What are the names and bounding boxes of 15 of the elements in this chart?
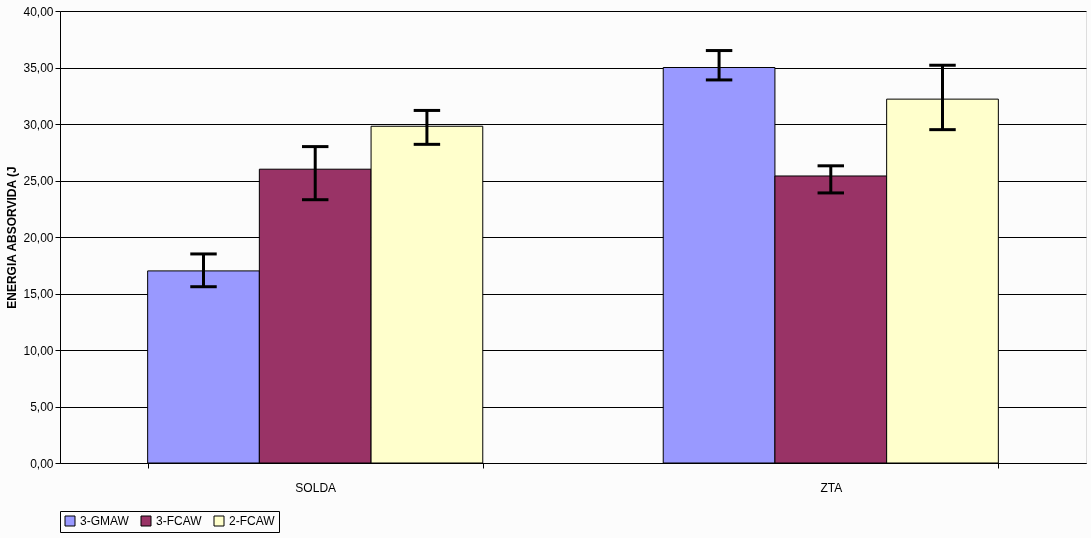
- y-tick-label: 20,00: [23, 230, 54, 245]
- y-tick-label: 30,00: [23, 117, 54, 132]
- y-tick-label: 5,00: [30, 400, 54, 414]
- legend-label: 3-GMAW: [80, 514, 130, 528]
- y-axis-title: ENERGIA ABSORVIDA (J: [5, 166, 20, 309]
- y-tick-label: 15,00: [23, 287, 54, 301]
- y-tick-label: 25,00: [23, 174, 54, 188]
- x-tick-label: ZTA: [820, 480, 843, 495]
- legend-label: 3-FCAW: [156, 514, 203, 528]
- y-tick-label: 10,00: [23, 343, 54, 358]
- y-tick-label: 40,00: [23, 4, 54, 19]
- legend-label: 2-FCAW: [229, 514, 276, 528]
- y-tick-label: 0,00: [30, 456, 54, 471]
- x-tick-label: SOLDA: [295, 480, 337, 495]
- y-tick-label: 35,00: [23, 61, 54, 75]
